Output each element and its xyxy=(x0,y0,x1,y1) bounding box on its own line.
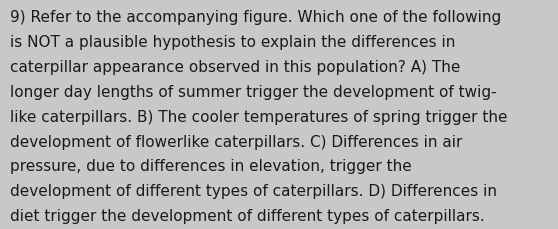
Text: like caterpillars. B) The cooler temperatures of spring trigger the: like caterpillars. B) The cooler tempera… xyxy=(10,109,508,124)
Text: 9) Refer to the accompanying figure. Which one of the following: 9) Refer to the accompanying figure. Whi… xyxy=(10,10,501,25)
Text: longer day lengths of summer trigger the development of twig-: longer day lengths of summer trigger the… xyxy=(10,85,497,99)
Text: caterpillar appearance observed in this population? A) The: caterpillar appearance observed in this … xyxy=(10,60,460,75)
Text: development of flowerlike caterpillars. C) Differences in air: development of flowerlike caterpillars. … xyxy=(10,134,463,149)
Text: pressure, due to differences in elevation, trigger the: pressure, due to differences in elevatio… xyxy=(10,159,412,174)
Text: diet trigger the development of different types of caterpillars.: diet trigger the development of differen… xyxy=(10,208,485,223)
Text: is NOT a plausible hypothesis to explain the differences in: is NOT a plausible hypothesis to explain… xyxy=(10,35,455,50)
Text: development of different types of caterpillars. D) Differences in: development of different types of caterp… xyxy=(10,183,497,198)
